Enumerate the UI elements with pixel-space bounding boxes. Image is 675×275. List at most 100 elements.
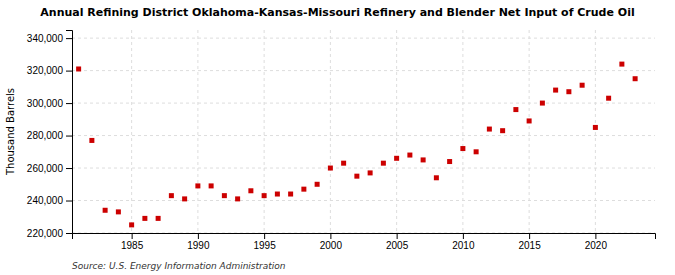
tick: 1990 [187, 233, 210, 251]
point [354, 174, 359, 179]
point [222, 193, 227, 198]
grid-line [264, 30, 265, 233]
y-axis: 220,000 240,000 260,000 280,000 300,000 320,0… [27, 31, 73, 239]
tick: 2010 [452, 233, 475, 251]
grid-line [131, 30, 132, 233]
point [566, 89, 571, 94]
points [76, 62, 638, 228]
point [394, 156, 399, 161]
tick-label: 2015 [519, 240, 542, 251]
tick-label: 1990 [187, 240, 210, 251]
point [580, 83, 585, 88]
tick: 340,000 [27, 33, 72, 44]
grid-line [72, 70, 655, 71]
tick: 2005 [386, 233, 409, 251]
point [513, 107, 518, 112]
point [619, 62, 624, 67]
tick-mark [595, 233, 596, 239]
point [633, 76, 638, 81]
point [606, 96, 611, 101]
tick-mark [463, 233, 464, 239]
point [341, 161, 346, 166]
grid-line [72, 135, 655, 136]
tick: 240,000 [27, 195, 72, 206]
point [553, 88, 558, 93]
chart: Annual Refining District Oklahoma-Kansas… [0, 0, 675, 275]
tick-label: 260,000 [27, 163, 64, 174]
grid-line [529, 30, 530, 233]
tick: 320,000 [27, 65, 72, 76]
grid-line [72, 200, 655, 201]
tick-label: 2020 [585, 240, 608, 251]
point [447, 159, 452, 164]
point [540, 101, 545, 106]
grid-line [72, 38, 655, 39]
point [434, 175, 439, 180]
tick-label: 2005 [386, 240, 409, 251]
tick-label: 2000 [320, 240, 343, 251]
tick-mark [66, 201, 72, 202]
tick: 2015 [519, 233, 542, 251]
tick-label: 300,000 [27, 98, 64, 109]
point [89, 138, 94, 143]
grid-line [462, 30, 463, 233]
point [195, 183, 200, 188]
point [527, 118, 532, 123]
point [116, 209, 121, 214]
point [103, 208, 108, 213]
point [182, 196, 187, 201]
point [248, 188, 253, 193]
tick-label: 2010 [452, 240, 475, 251]
tick-mark [132, 233, 133, 239]
tick-mark [66, 233, 72, 234]
tick: 2020 [585, 233, 608, 251]
tick: 1995 [254, 233, 277, 251]
tick-mark [264, 233, 265, 239]
point [368, 170, 373, 175]
point [301, 187, 306, 192]
tick-label: 1985 [121, 240, 144, 251]
grid-line [72, 168, 655, 169]
point [474, 149, 479, 154]
axis-line [66, 31, 73, 234]
point [156, 216, 161, 221]
tick-mark [66, 71, 72, 72]
tick-label: 340,000 [27, 33, 64, 44]
tick-mark [66, 168, 72, 169]
point [381, 161, 386, 166]
tick-mark [66, 136, 72, 137]
tick: 1985 [121, 233, 144, 251]
tick: 220,000 [27, 228, 72, 239]
plot: 19851990199520002005201020152020220,0002… [27, 30, 656, 251]
grid-line [396, 30, 397, 233]
grid-line [197, 30, 198, 233]
point [487, 127, 492, 132]
point [593, 125, 598, 130]
tick-label: 280,000 [27, 130, 64, 141]
point [209, 183, 214, 188]
point [76, 66, 81, 71]
annotation: Source: U.S. Energy Information Administ… [72, 261, 286, 271]
point [288, 192, 293, 197]
point [500, 128, 505, 133]
grid [72, 30, 655, 233]
tick-label: 240,000 [27, 195, 64, 206]
tick-mark [529, 233, 530, 239]
point [169, 193, 174, 198]
tick-mark [198, 233, 199, 239]
tick-mark [330, 233, 331, 239]
grid-line [72, 103, 655, 104]
x-axis: 1985 1990 1995 2000 2005 2010 2015 2020 [73, 233, 656, 251]
axis-line [73, 234, 656, 240]
tick-mark [66, 38, 72, 39]
point [142, 216, 147, 221]
tick-label: 220,000 [27, 228, 64, 239]
tick-label: 1995 [254, 240, 277, 251]
tick-mark [66, 103, 72, 104]
tick: 2000 [320, 233, 343, 251]
point [315, 182, 320, 187]
point [262, 193, 267, 198]
point [407, 153, 412, 158]
point [129, 222, 134, 227]
title: Annual Refining District Oklahoma-Kansas… [40, 6, 634, 19]
